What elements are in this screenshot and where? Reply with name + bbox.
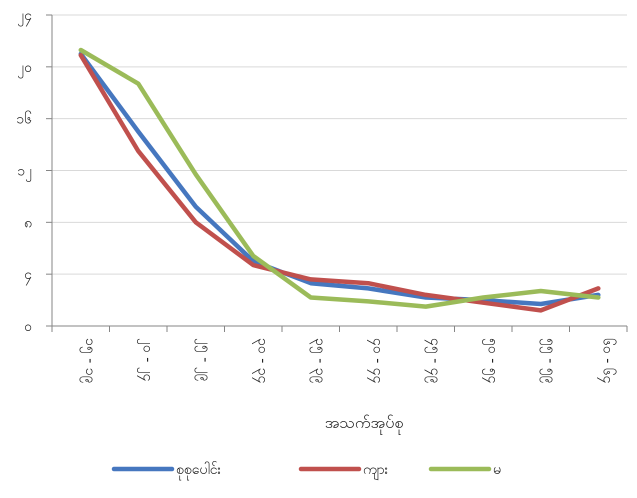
- legend-label-1: စုစုပေါင်း: [176, 462, 222, 480]
- x-tick-label: ၂၀ - ၂၄: [137, 338, 155, 382]
- x-tick-label: ၅၅ - ၅၉: [540, 338, 558, 384]
- x-tick-label: ၂၅ - ၂၉: [195, 338, 213, 382]
- legend-label-2: ကျား: [363, 462, 389, 480]
- series-lines: [78, 47, 601, 313]
- x-tick-label: ၄၅ - ၄၉: [425, 338, 443, 384]
- y-tick-label: ၄: [24, 267, 32, 285]
- x-tick-labels: ၁၅ - ၁၉ ၂၀ - ၂၄ ၂၅ - ၂၉ ၃၀ - ၃၄ ၃၅ - ၃၉ ၄၀ - …: [80, 338, 616, 384]
- y-tick-label: ၀: [24, 319, 32, 335]
- y-tick-label: ၁၂: [17, 164, 32, 182]
- axes: [46, 14, 628, 332]
- y-tick-label: ၂၄: [17, 8, 32, 26]
- x-tick-label: ၆၀ - ၆၄: [597, 338, 615, 384]
- x-tick-label: ၃၅ - ၃၉: [310, 338, 328, 384]
- x-tick-label: ၃၀ - ၃၄: [252, 338, 270, 384]
- x-axis-title: အသက်အုပ်စု: [325, 413, 404, 435]
- y-tick-label: ၂၀: [17, 60, 32, 78]
- legend-label-3: မ: [493, 462, 501, 478]
- y-tick-labels: ၀ ၄ ၈ ၁၂ ၁၆ ၂၀ ၂၄: [16, 8, 32, 335]
- x-tick-label: ၅၀ - ၅၄: [482, 338, 500, 384]
- y-tick-label: ၈: [24, 215, 32, 231]
- series-line-1: [78, 51, 601, 307]
- series-line-2: [78, 52, 601, 313]
- gridlines: [52, 14, 627, 275]
- legend: စုစုပေါင်း ကျား မ: [111, 462, 501, 480]
- x-tick-label: ၄၀ - ၄၄: [367, 338, 385, 384]
- x-tick-label: ၁၅ - ၁၉: [80, 338, 98, 384]
- y-tick-label: ၁၆: [16, 112, 32, 128]
- series-line-3: [78, 47, 601, 309]
